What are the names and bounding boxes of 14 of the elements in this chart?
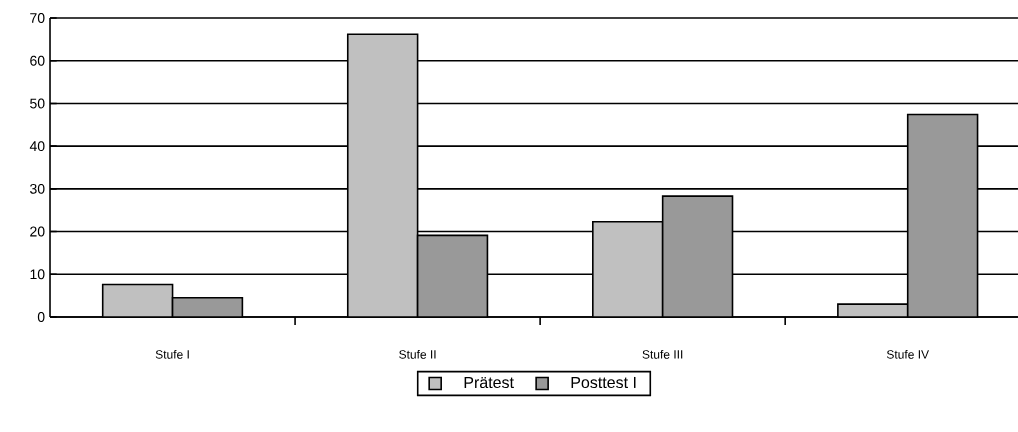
y-tick-label: 20 [30,226,45,237]
y-tick-label: 70 [30,13,45,23]
legend-label: Prätest [464,376,514,389]
y-tick-label: 30 [30,183,45,194]
x-tick-label: Stufe I [155,349,189,359]
y-tick-label: 50 [30,98,45,109]
y-tick-label: 60 [30,55,45,66]
y-tick-label: 40 [29,141,45,152]
legend-label: Posttest I [571,376,636,389]
x-tick-label: Stufe IV [886,349,929,359]
x-tick-label: Stufe II [399,349,436,359]
y-tick-label: 10 [30,269,45,280]
y-tick-label: 0 [37,312,45,322]
x-tick-label: Stufe III [642,349,683,359]
